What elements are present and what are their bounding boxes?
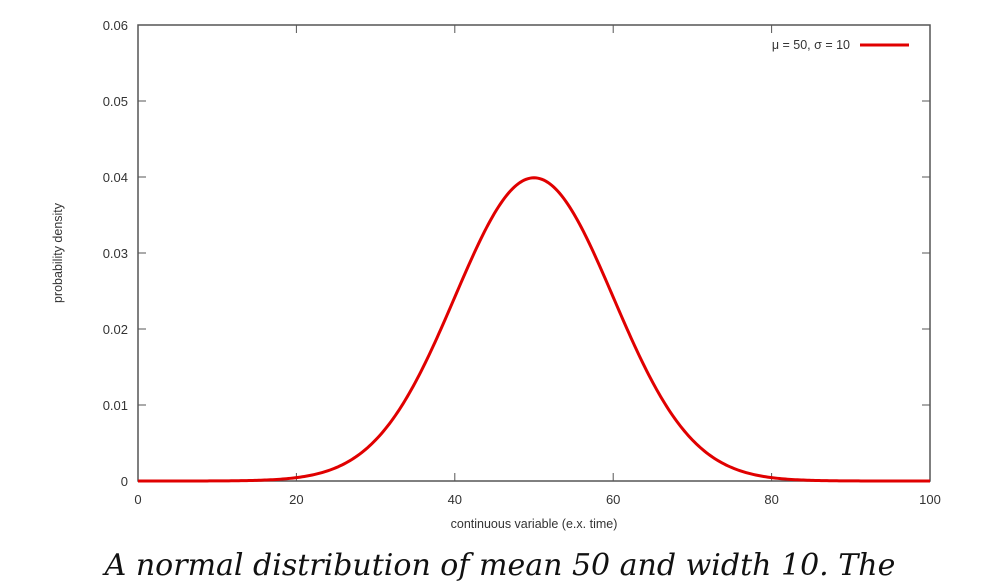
y-axis-label: probability density bbox=[51, 202, 65, 303]
y-tick-label: 0.02 bbox=[103, 322, 128, 337]
y-tick-label: 0.01 bbox=[103, 398, 128, 413]
plot-frame bbox=[137, 24, 931, 482]
plot-area bbox=[137, 24, 931, 482]
y-tick-label: 0 bbox=[121, 474, 128, 489]
x-tick-label: 0 bbox=[134, 492, 141, 507]
x-tick-label: 40 bbox=[448, 492, 462, 507]
chart: 0 0.01 0.02 0.03 0.04 0.05 0.06 0 20 40 60 80 100 c… bbox=[51, 18, 941, 531]
y-tick-label: 0.05 bbox=[103, 94, 128, 109]
x-tick-label: 100 bbox=[919, 492, 941, 507]
x-tick-label: 20 bbox=[289, 492, 303, 507]
x-tick-label: 80 bbox=[764, 492, 778, 507]
y-tick-label: 0.06 bbox=[103, 18, 128, 33]
y-tick-label: 0.04 bbox=[103, 170, 128, 185]
legend-label: μ = 50, σ = 10 bbox=[772, 38, 850, 52]
x-axis-label: continuous variable (e.x. time) bbox=[451, 517, 618, 531]
x-tick-label: 60 bbox=[606, 492, 620, 507]
x-axis: 0 20 40 60 80 100 bbox=[134, 25, 941, 507]
y-tick-label: 0.03 bbox=[103, 246, 128, 261]
series-line bbox=[138, 176, 930, 483]
y-axis: 0 0.01 0.02 0.03 0.04 0.05 0.06 bbox=[103, 18, 930, 489]
